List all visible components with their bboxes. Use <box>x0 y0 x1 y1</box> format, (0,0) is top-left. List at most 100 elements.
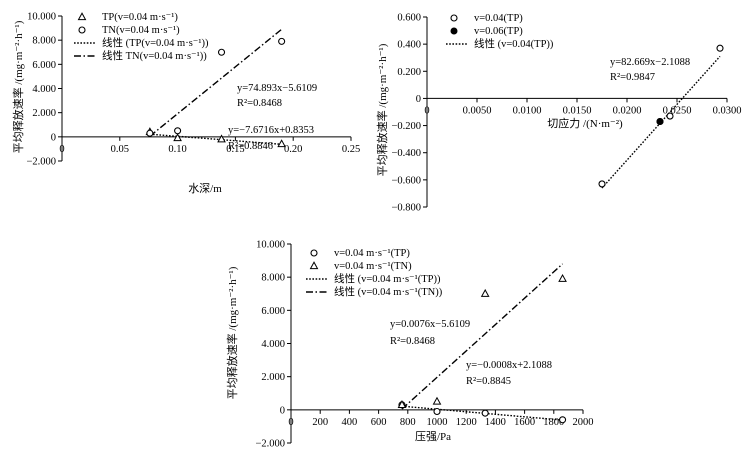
chart3-x-tick-label: 200 <box>312 417 328 428</box>
chart3-legend: v=0.04 m·s⁻¹(TP)v=0.04 m·s⁻¹(TN)线性 (v=0.… <box>306 248 443 298</box>
chart2-legend-entry: v=0.04(TP) <box>474 13 523 24</box>
chart3-trendline-1 <box>401 263 564 410</box>
chart2-x-tick-label: 0.0200 <box>613 105 642 116</box>
chart3-series0-point <box>559 416 567 424</box>
chart1-y-tick-label: −2.000 <box>26 157 56 168</box>
chart3-tp-equation: y=−0.0008x+2.1088 <box>466 360 552 371</box>
chart1-series0-point <box>173 133 182 142</box>
chart3-tn-equation: y=0.0076x−5.6109 <box>390 319 470 330</box>
chart3-x-tick-label: 600 <box>371 417 387 428</box>
chart1-x-tick-label: 0.15 <box>226 144 244 155</box>
chart2-y-axis-label: 平均释放速率 /(mg·m⁻²·h⁻¹) <box>375 43 389 176</box>
chart1-legend-entry: 线性 (TP(v=0.04 m·s⁻¹)) <box>102 36 209 49</box>
chart3-y-axis-label: 平均释放速率 /(mg·m⁻²·h⁻¹) <box>225 266 239 399</box>
chart1-x-axis-label: 水深/m <box>188 182 222 195</box>
chart3-series1-point <box>432 396 442 405</box>
chart1-series0-point <box>277 139 286 148</box>
chart1-series1-point <box>146 129 154 137</box>
chart2-legend-entry: 线性 (v=0.04(TP)) <box>474 37 554 50</box>
chart3-x-tick-label: 800 <box>400 417 416 428</box>
chart1-x-tick-label: 0.25 <box>342 144 360 155</box>
chart3-x-tick-label: 1600 <box>514 417 535 428</box>
chart3-x-tick-label: 0 <box>288 417 293 428</box>
chart2-y-tick-label: 0.200 <box>397 67 421 78</box>
chart3-legend-entry: 线性 (v=0.04 m·s⁻¹(TN)) <box>334 285 443 298</box>
chart1-legend-entry: TP(v=0.04 m·s⁻¹) <box>102 12 178 23</box>
chart1-x-tick-label: 0.05 <box>111 144 129 155</box>
chart1-tn-r2: R²=0.8468 <box>237 98 282 109</box>
chart1-legend: TP(v=0.04 m·s⁻¹) TN(v=0.04 m·s⁻¹)线性 (TP(v… <box>74 12 209 62</box>
chart1-legend-entry: TN(v=0.04 m·s⁻¹) <box>102 25 180 36</box>
chart2-y-tick-label: −0.800 <box>391 203 421 214</box>
chart2-series0-point <box>716 44 724 52</box>
chart1-tp-equation: y=−7.6716x+0.8353 <box>228 125 314 136</box>
chart2-y-tick-label: −0.600 <box>391 175 421 186</box>
chart2-trendline-0 <box>601 55 721 189</box>
chart1-x-tick-label: 0.20 <box>284 144 302 155</box>
chart3-y-tick-label: 4.000 <box>261 339 285 350</box>
chart2-y-tick-label: 0.600 <box>397 13 421 24</box>
chart2-x-tick-label: 0.0150 <box>563 105 592 116</box>
chart1-series1-point <box>217 48 226 56</box>
chart3-legend-entry: v=0.04 m·s⁻¹(TN) <box>334 261 412 272</box>
chart2-equation: y=82.669x−2.1088 <box>610 57 690 68</box>
chart3-legend-entry: 线性 (v=0.04 m·s⁻¹(TP)) <box>334 272 441 285</box>
chart1-y-tick-label: 0 <box>51 132 56 143</box>
chart3-legend-marker <box>309 261 319 270</box>
chart1-y-axis-label: 平均释放速率 /(mg·m⁻²·h⁻¹) <box>11 20 25 153</box>
chart3-y-tick-label: 8.000 <box>261 273 285 284</box>
chart1-x-tick-label: 0 <box>59 144 64 155</box>
chart1-series1-point <box>278 37 286 45</box>
chart1-trendline-0 <box>149 133 282 146</box>
chart3-y-tick-label: 6.000 <box>261 306 285 317</box>
chart1-legend-marker <box>78 26 86 34</box>
chart3-x-tick-label: 1200 <box>456 417 477 428</box>
chart3-x-tick-label: 2000 <box>573 417 594 428</box>
chart-shear-stress: 平均释放速率 /(mg·m⁻²·h⁻¹) 切应力 /(N·m⁻²) v=0.04… <box>375 13 741 214</box>
chart3-legend-entry: v=0.04 m·s⁻¹(TP) <box>334 248 410 259</box>
chart2-x-tick-label: 0.0300 <box>713 105 742 116</box>
chart1-y-tick-label: 10.000 <box>27 12 56 23</box>
chart3-y-tick-label: −2.000 <box>255 439 285 450</box>
chart2-x-axis-label: 切应力 /(N·m⁻²) <box>547 116 623 130</box>
chart1-trendline-1 <box>149 28 283 137</box>
chart3-legend-marker <box>310 249 318 257</box>
chart3-series1-point <box>397 400 407 408</box>
chart3-x-tick-label: 1000 <box>427 417 448 428</box>
chart2-x-tick-label: 0.0250 <box>663 105 692 116</box>
chart3-series0-point <box>481 409 489 417</box>
chart1-x-tick-label: 0.10 <box>168 144 186 155</box>
chart3-tn-r2: R²=0.8468 <box>390 336 435 347</box>
chart1-y-tick-label: 6.000 <box>32 60 56 71</box>
chart2-legend-marker <box>450 27 458 35</box>
chart3-y-tick-label: 10.000 <box>256 240 285 251</box>
chart2-y-tick-label: −0.200 <box>391 121 421 132</box>
chart1-legend-marker <box>77 12 87 21</box>
chart1-series0-point <box>217 134 226 143</box>
chart1-tp-r2: R²=0.8846 <box>228 141 273 152</box>
chart2-series0-point <box>666 112 674 120</box>
chart1-tn-equation: y=74.893x−5.6109 <box>237 83 317 94</box>
chart2-x-tick-label: 0.0050 <box>463 105 492 116</box>
chart3-x-axis-label: 压强/Pa <box>415 430 451 443</box>
chart2-series1-point <box>656 118 664 125</box>
chart1-y-tick-label: 4.000 <box>32 84 56 95</box>
chart2-series0-point <box>598 180 606 188</box>
chart3-x-tick-label: 400 <box>342 417 358 428</box>
chart1-y-tick-label: 2.000 <box>32 108 56 119</box>
chart2-legend: v=0.04(TP) v=0.06(TP)线性 (v=0.04(TP)) <box>446 13 554 50</box>
chart3-y-tick-label: 0 <box>280 405 285 416</box>
chart3-y-tick-label: 2.000 <box>261 372 285 383</box>
chart1-legend-entry: 线性 TN(v=0.04 m·s⁻¹)) <box>102 49 207 62</box>
chart2-legend-entry: v=0.06(TP) <box>474 26 523 37</box>
chart2-y-tick-label: 0.400 <box>397 40 421 51</box>
chart1-series1-point <box>174 127 182 135</box>
chart-water-depth: 平均释放速率 /(mg·m⁻²·h⁻¹) 水深/m TP(v=0.04 m·s⁻… <box>11 12 360 196</box>
chart2-x-tick-label: 0 <box>424 105 429 116</box>
chart2-legend-marker <box>450 14 458 22</box>
chart3-series1-point <box>480 288 490 297</box>
chart3-series0-point <box>433 407 441 416</box>
chart3-tp-r2: R²=0.8845 <box>466 376 511 387</box>
chart1-y-tick-label: 8.000 <box>32 36 56 47</box>
